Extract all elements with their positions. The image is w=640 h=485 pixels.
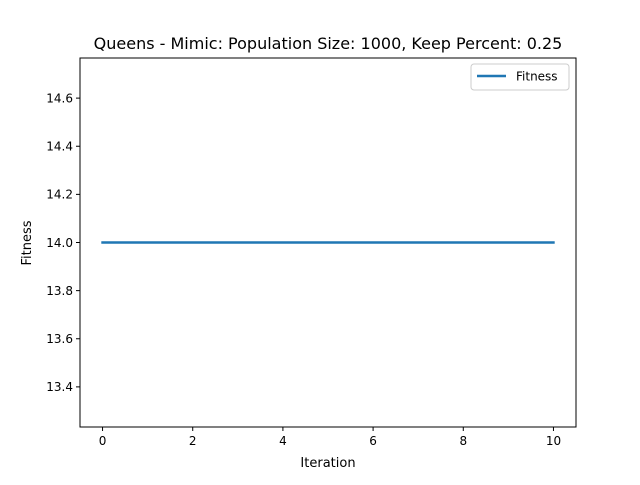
y-tick-label: 14.6 — [46, 91, 73, 105]
legend-box — [470, 63, 570, 91]
y-axis-ticks: 13.4 13.6 13.8 14.0 14.2 14.4 14.6 — [46, 91, 80, 394]
x-tick-label: 6 — [369, 434, 377, 448]
y-tick-label: 13.8 — [46, 284, 73, 298]
y-axis-label: Fitness — [20, 220, 35, 265]
x-axis-label: Iteration — [300, 456, 355, 471]
x-tick-label: 8 — [459, 434, 467, 448]
axes-frame — [79, 57, 577, 428]
x-tick-label: 4 — [279, 434, 287, 448]
x-tick-label: 2 — [189, 434, 197, 448]
y-tick-label: 14.0 — [46, 236, 73, 250]
y-tick-label: 14.2 — [46, 188, 73, 202]
y-tick-label: 14.4 — [46, 140, 73, 154]
x-tick-label: 10 — [546, 434, 561, 448]
x-axis-ticks: 0 2 4 6 8 10 — [99, 427, 561, 448]
legend-label: Fitness — [516, 70, 558, 84]
x-tick-label: 0 — [99, 434, 107, 448]
y-tick-label: 13.6 — [46, 332, 73, 346]
y-tick-label: 13.4 — [46, 380, 73, 394]
chart-title: Queens - Mimic: Population Size: 1000, K… — [94, 34, 563, 53]
legend: Fitness — [470, 63, 570, 91]
